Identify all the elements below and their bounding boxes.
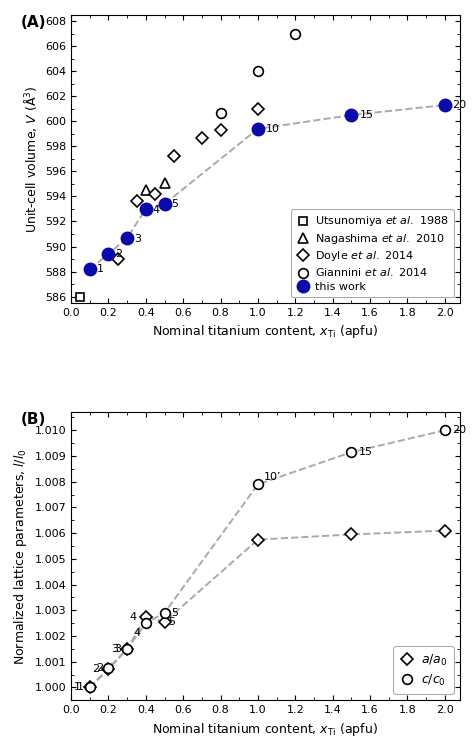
Text: 15: 15 <box>358 447 373 457</box>
Text: 1: 1 <box>77 682 84 692</box>
Text: 20: 20 <box>452 100 466 110</box>
Text: 10’: 10’ <box>264 472 281 482</box>
Text: 1: 1 <box>97 264 104 274</box>
Text: 5: 5 <box>172 199 179 209</box>
Text: 3: 3 <box>111 644 118 654</box>
Text: 3: 3 <box>134 234 141 244</box>
Y-axis label: Unit-cell volume, $V$ (Å$^3$): Unit-cell volume, $V$ (Å$^3$) <box>22 85 39 232</box>
Text: 4: 4 <box>133 628 140 638</box>
Text: 2: 2 <box>92 665 100 674</box>
Text: 1: 1 <box>74 682 81 692</box>
Text: 15: 15 <box>360 110 374 120</box>
Text: 2: 2 <box>115 249 123 259</box>
Text: 3: 3 <box>115 644 122 654</box>
Legend: $a$/$a_0$, $c$/$c_0$: $a$/$a_0$, $c$/$c_0$ <box>393 647 454 694</box>
Text: 5: 5 <box>168 617 175 627</box>
Text: (A): (A) <box>20 15 46 30</box>
Text: 4: 4 <box>153 206 160 215</box>
Text: 20: 20 <box>452 425 466 435</box>
Text: 10: 10 <box>266 124 280 134</box>
X-axis label: Nominal titanium content, $x_{\mathrm{Ti}}$ (apfu): Nominal titanium content, $x_{\mathrm{Ti… <box>153 720 378 738</box>
Legend: Utsunomiya $\mathit{et\ al.}$ 1988, Nagashima $\mathit{et\ al.}$ 2010, Doyle $\m: Utsunomiya $\mathit{et\ al.}$ 1988, Naga… <box>291 209 454 297</box>
Y-axis label: Normalized lattice parameters, $l$/$l_0$: Normalized lattice parameters, $l$/$l_0$ <box>12 448 29 665</box>
Text: 2: 2 <box>96 663 103 673</box>
X-axis label: Nominal titanium content, $x_{\mathrm{Ti}}$ (apfu): Nominal titanium content, $x_{\mathrm{Ti… <box>153 323 378 340</box>
Text: 5: 5 <box>172 608 179 618</box>
Text: 4: 4 <box>130 612 137 622</box>
Text: (B): (B) <box>20 412 46 428</box>
